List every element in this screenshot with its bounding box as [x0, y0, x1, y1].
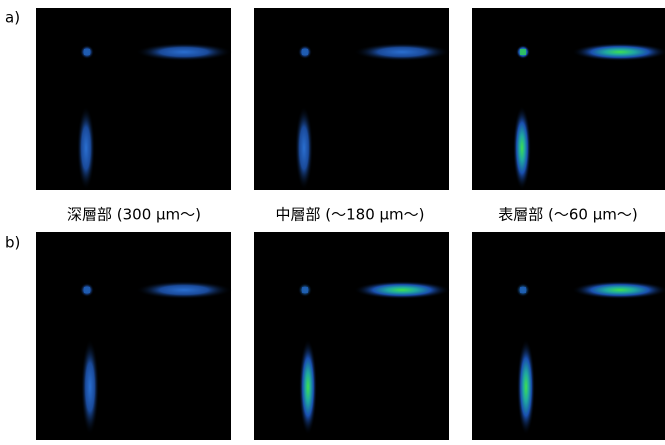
spot-core [520, 49, 526, 55]
horizontal-blob [354, 281, 450, 299]
image-panel [472, 8, 665, 190]
horizontal-blob [136, 281, 232, 299]
vertical-blob [77, 106, 95, 190]
vertical-blob [299, 339, 317, 435]
image-panel [36, 232, 231, 440]
spot-core [84, 49, 90, 55]
horizontal-blob [136, 43, 232, 61]
spot-core [520, 287, 526, 293]
image-panel [254, 232, 449, 440]
row-label: b) [5, 234, 20, 252]
spot-core [302, 49, 308, 55]
vertical-blob [517, 339, 535, 435]
caption: 表層部 (〜60 μm〜) [498, 206, 637, 224]
vertical-blob [295, 106, 313, 190]
image-panel [472, 232, 665, 440]
image-panel [254, 8, 449, 190]
horizontal-blob [572, 281, 665, 299]
spot-core [302, 287, 308, 293]
spot-core [84, 287, 90, 293]
caption: 中層部 (〜180 μm〜) [275, 206, 424, 224]
vertical-blob [81, 339, 99, 435]
row-label: a) [5, 9, 20, 27]
panels [36, 8, 665, 440]
caption: 深層部 (300 μm〜) [67, 206, 201, 224]
figure: a) b) 深層部 (300 μm〜) 中層部 (〜180 μm〜) 表層部 (… [0, 0, 665, 445]
horizontal-blob [354, 43, 450, 61]
image-panel [36, 8, 231, 190]
vertical-blob [513, 106, 531, 190]
horizontal-blob [572, 43, 665, 61]
